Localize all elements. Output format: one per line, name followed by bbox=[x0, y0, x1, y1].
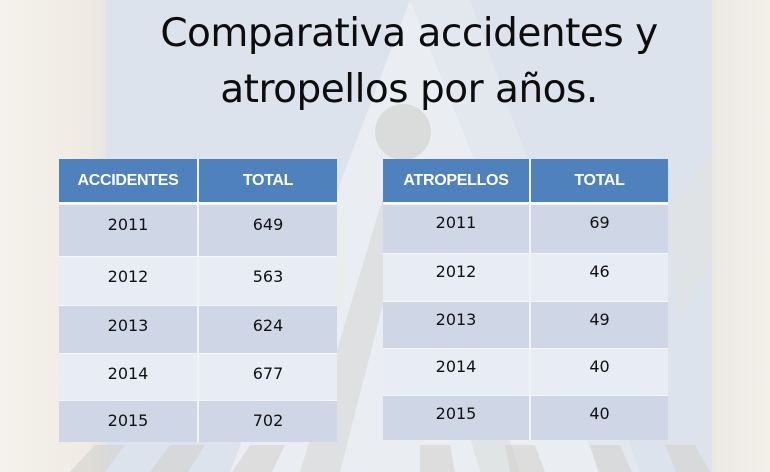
table-row: 2012 46 bbox=[383, 253, 668, 301]
atropellos-table: ATROPELLOS TOTAL 2011 69 2012 46 2013 49… bbox=[383, 159, 668, 440]
column-header-total: TOTAL bbox=[197, 159, 337, 204]
year-cell: 2012 bbox=[59, 256, 197, 305]
table-row: 2015 40 bbox=[383, 395, 668, 440]
total-cell: 702 bbox=[197, 400, 337, 442]
year-cell: 2015 bbox=[59, 400, 197, 442]
table-row: 2013 49 bbox=[383, 301, 668, 348]
total-cell: 69 bbox=[529, 204, 668, 253]
title-line-1: Comparativa accidentes y bbox=[160, 11, 658, 56]
total-cell: 624 bbox=[197, 305, 337, 353]
year-cell: 2014 bbox=[383, 348, 529, 395]
year-cell: 2015 bbox=[383, 395, 529, 440]
table-row: 2011 649 bbox=[59, 204, 337, 256]
column-header-accidentes: ACCIDENTES bbox=[59, 159, 197, 204]
table-header-row: ATROPELLOS TOTAL bbox=[383, 159, 668, 204]
year-cell: 2011 bbox=[59, 204, 197, 256]
table-row: 2014 40 bbox=[383, 348, 668, 395]
title-line-2: atropellos por años. bbox=[220, 67, 598, 112]
total-cell: 46 bbox=[529, 253, 668, 301]
total-cell: 677 bbox=[197, 353, 337, 400]
table-row: 2013 624 bbox=[59, 305, 337, 353]
table-row: 2012 563 bbox=[59, 256, 337, 305]
year-cell: 2013 bbox=[59, 305, 197, 353]
year-cell: 2013 bbox=[383, 301, 529, 348]
year-cell: 2012 bbox=[383, 253, 529, 301]
background-right-margin bbox=[712, 0, 770, 472]
accidentes-table: ACCIDENTES TOTAL 2011 649 2012 563 2013 … bbox=[59, 159, 337, 442]
column-header-total: TOTAL bbox=[529, 159, 668, 204]
total-cell: 49 bbox=[529, 301, 668, 348]
table-row: 2015 702 bbox=[59, 400, 337, 442]
year-cell: 2011 bbox=[383, 204, 529, 253]
total-cell: 649 bbox=[197, 204, 337, 256]
table-row: 2014 677 bbox=[59, 353, 337, 400]
table-row: 2011 69 bbox=[383, 204, 668, 253]
slide-title: Comparativa accidentes y atropellos por … bbox=[106, 6, 712, 118]
year-cell: 2014 bbox=[59, 353, 197, 400]
table-header-row: ACCIDENTES TOTAL bbox=[59, 159, 337, 204]
total-cell: 563 bbox=[197, 256, 337, 305]
column-header-atropellos: ATROPELLOS bbox=[383, 159, 529, 204]
total-cell: 40 bbox=[529, 348, 668, 395]
total-cell: 40 bbox=[529, 395, 668, 440]
